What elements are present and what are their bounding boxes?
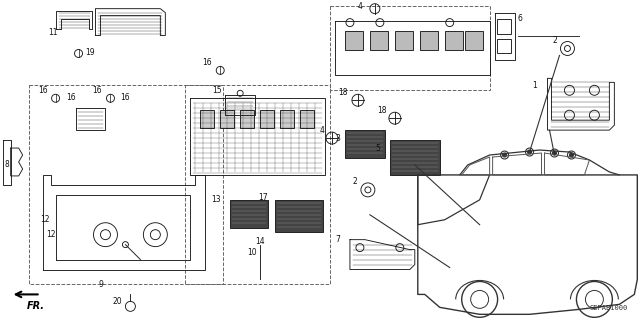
Text: 12: 12 [40,215,49,224]
Bar [330,6,490,90]
Text: 3: 3 [335,134,340,143]
Bar [260,110,274,128]
Bar [390,140,440,175]
Text: 14: 14 [255,237,265,246]
Circle shape [550,149,559,157]
Bar [275,200,323,232]
Text: 18: 18 [377,106,387,115]
Bar [497,39,511,54]
Text: 5: 5 [376,144,380,152]
Text: 4: 4 [358,2,362,11]
Text: 4: 4 [319,126,324,135]
Circle shape [570,153,573,157]
Bar [465,31,483,50]
Text: 16: 16 [66,93,76,102]
Bar [420,31,438,50]
Text: 7: 7 [335,235,340,244]
Text: 19: 19 [86,48,95,57]
Text: 17: 17 [259,193,268,202]
Bar [445,31,463,50]
Bar [345,31,363,50]
Bar [370,31,388,50]
Bar [497,19,511,33]
Bar [29,85,223,285]
Text: 2: 2 [552,36,557,45]
Circle shape [552,151,557,155]
Circle shape [502,153,507,157]
Circle shape [568,151,575,159]
Bar [230,200,268,228]
Text: 10: 10 [247,248,257,257]
Bar [280,110,294,128]
Bar [200,110,214,128]
Text: 15: 15 [212,86,222,95]
Bar [395,31,413,50]
Text: 16: 16 [93,86,102,95]
Text: 20: 20 [113,297,122,306]
Text: 12: 12 [46,230,55,239]
Text: SEPAB1000: SEPAB1000 [589,305,627,311]
Bar [345,130,385,158]
Text: 11: 11 [48,28,58,37]
Circle shape [527,150,532,154]
Text: 13: 13 [211,195,221,204]
Text: 16: 16 [202,58,212,67]
Circle shape [500,151,509,159]
Text: 6: 6 [517,14,522,23]
Bar [300,110,314,128]
Circle shape [525,148,534,156]
Bar [186,85,330,285]
Text: 16: 16 [120,93,130,102]
Text: FR.: FR. [27,301,45,311]
Text: 8: 8 [4,160,9,169]
Text: 18: 18 [338,88,348,97]
Bar [240,110,254,128]
Text: 9: 9 [98,280,103,289]
Text: 1: 1 [532,81,537,90]
Text: 16: 16 [38,86,47,95]
Text: 2: 2 [353,177,357,186]
Bar [220,110,234,128]
